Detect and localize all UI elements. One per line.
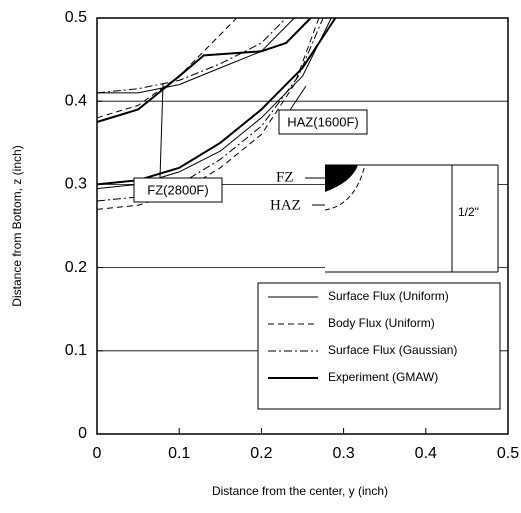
inset-label: 1/2" bbox=[458, 205, 479, 219]
inset-label: FZ bbox=[276, 169, 294, 185]
annotation-box bbox=[133, 177, 223, 203]
series-line bbox=[96, 17, 332, 190]
inset: FZ HAZ 1/2" bbox=[270, 164, 499, 273]
legend-box bbox=[257, 282, 501, 410]
inset-haz bbox=[324, 164, 366, 211]
y-tick-label: 0.2 bbox=[65, 259, 87, 276]
y-tick-label: 0.5 bbox=[65, 9, 87, 26]
annotation: FZ(2800F) bbox=[147, 182, 208, 197]
legend-label: Body Flux (Uniform) bbox=[328, 316, 435, 330]
y-tick-label: 0.4 bbox=[65, 92, 87, 109]
y-tick-label: 0 bbox=[78, 425, 87, 442]
x-tick-label: 0.3 bbox=[332, 445, 354, 462]
x-tick-label: 0.5 bbox=[497, 445, 519, 462]
annotation-box bbox=[278, 109, 368, 135]
x-tick-label: 0 bbox=[93, 445, 102, 462]
legend: Surface Flux (Uniform) Body Flux (Uniform… bbox=[257, 282, 501, 410]
inset-label: HAZ bbox=[270, 197, 301, 213]
inset-bg bbox=[325, 165, 498, 272]
x-tick-label: 0.4 bbox=[415, 445, 437, 462]
y-tick-label: 0.1 bbox=[65, 342, 87, 359]
leader-line bbox=[289, 85, 307, 111]
series-line bbox=[96, 17, 324, 202]
x-axis-label: Distance from the center, y (inch) bbox=[212, 484, 388, 498]
legend-label: Experiment (GMAW) bbox=[328, 370, 438, 384]
inset-fz bbox=[325, 165, 358, 192]
annotation: HAZ(1600F) bbox=[287, 114, 359, 129]
y-axis-label: Distance from Bottom, z (inch) bbox=[10, 145, 24, 306]
legend-label: Surface Flux (Gaussian) bbox=[328, 343, 457, 357]
legend-label: Surface Flux (Uniform) bbox=[328, 289, 449, 303]
leader-line bbox=[159, 83, 164, 179]
y-tick-label: 0.3 bbox=[65, 176, 87, 193]
curves bbox=[96, 17, 337, 210]
x-tick-label: 0.2 bbox=[250, 445, 272, 462]
plot-frame bbox=[96, 17, 509, 435]
x-tick-label: 0.1 bbox=[168, 445, 190, 462]
